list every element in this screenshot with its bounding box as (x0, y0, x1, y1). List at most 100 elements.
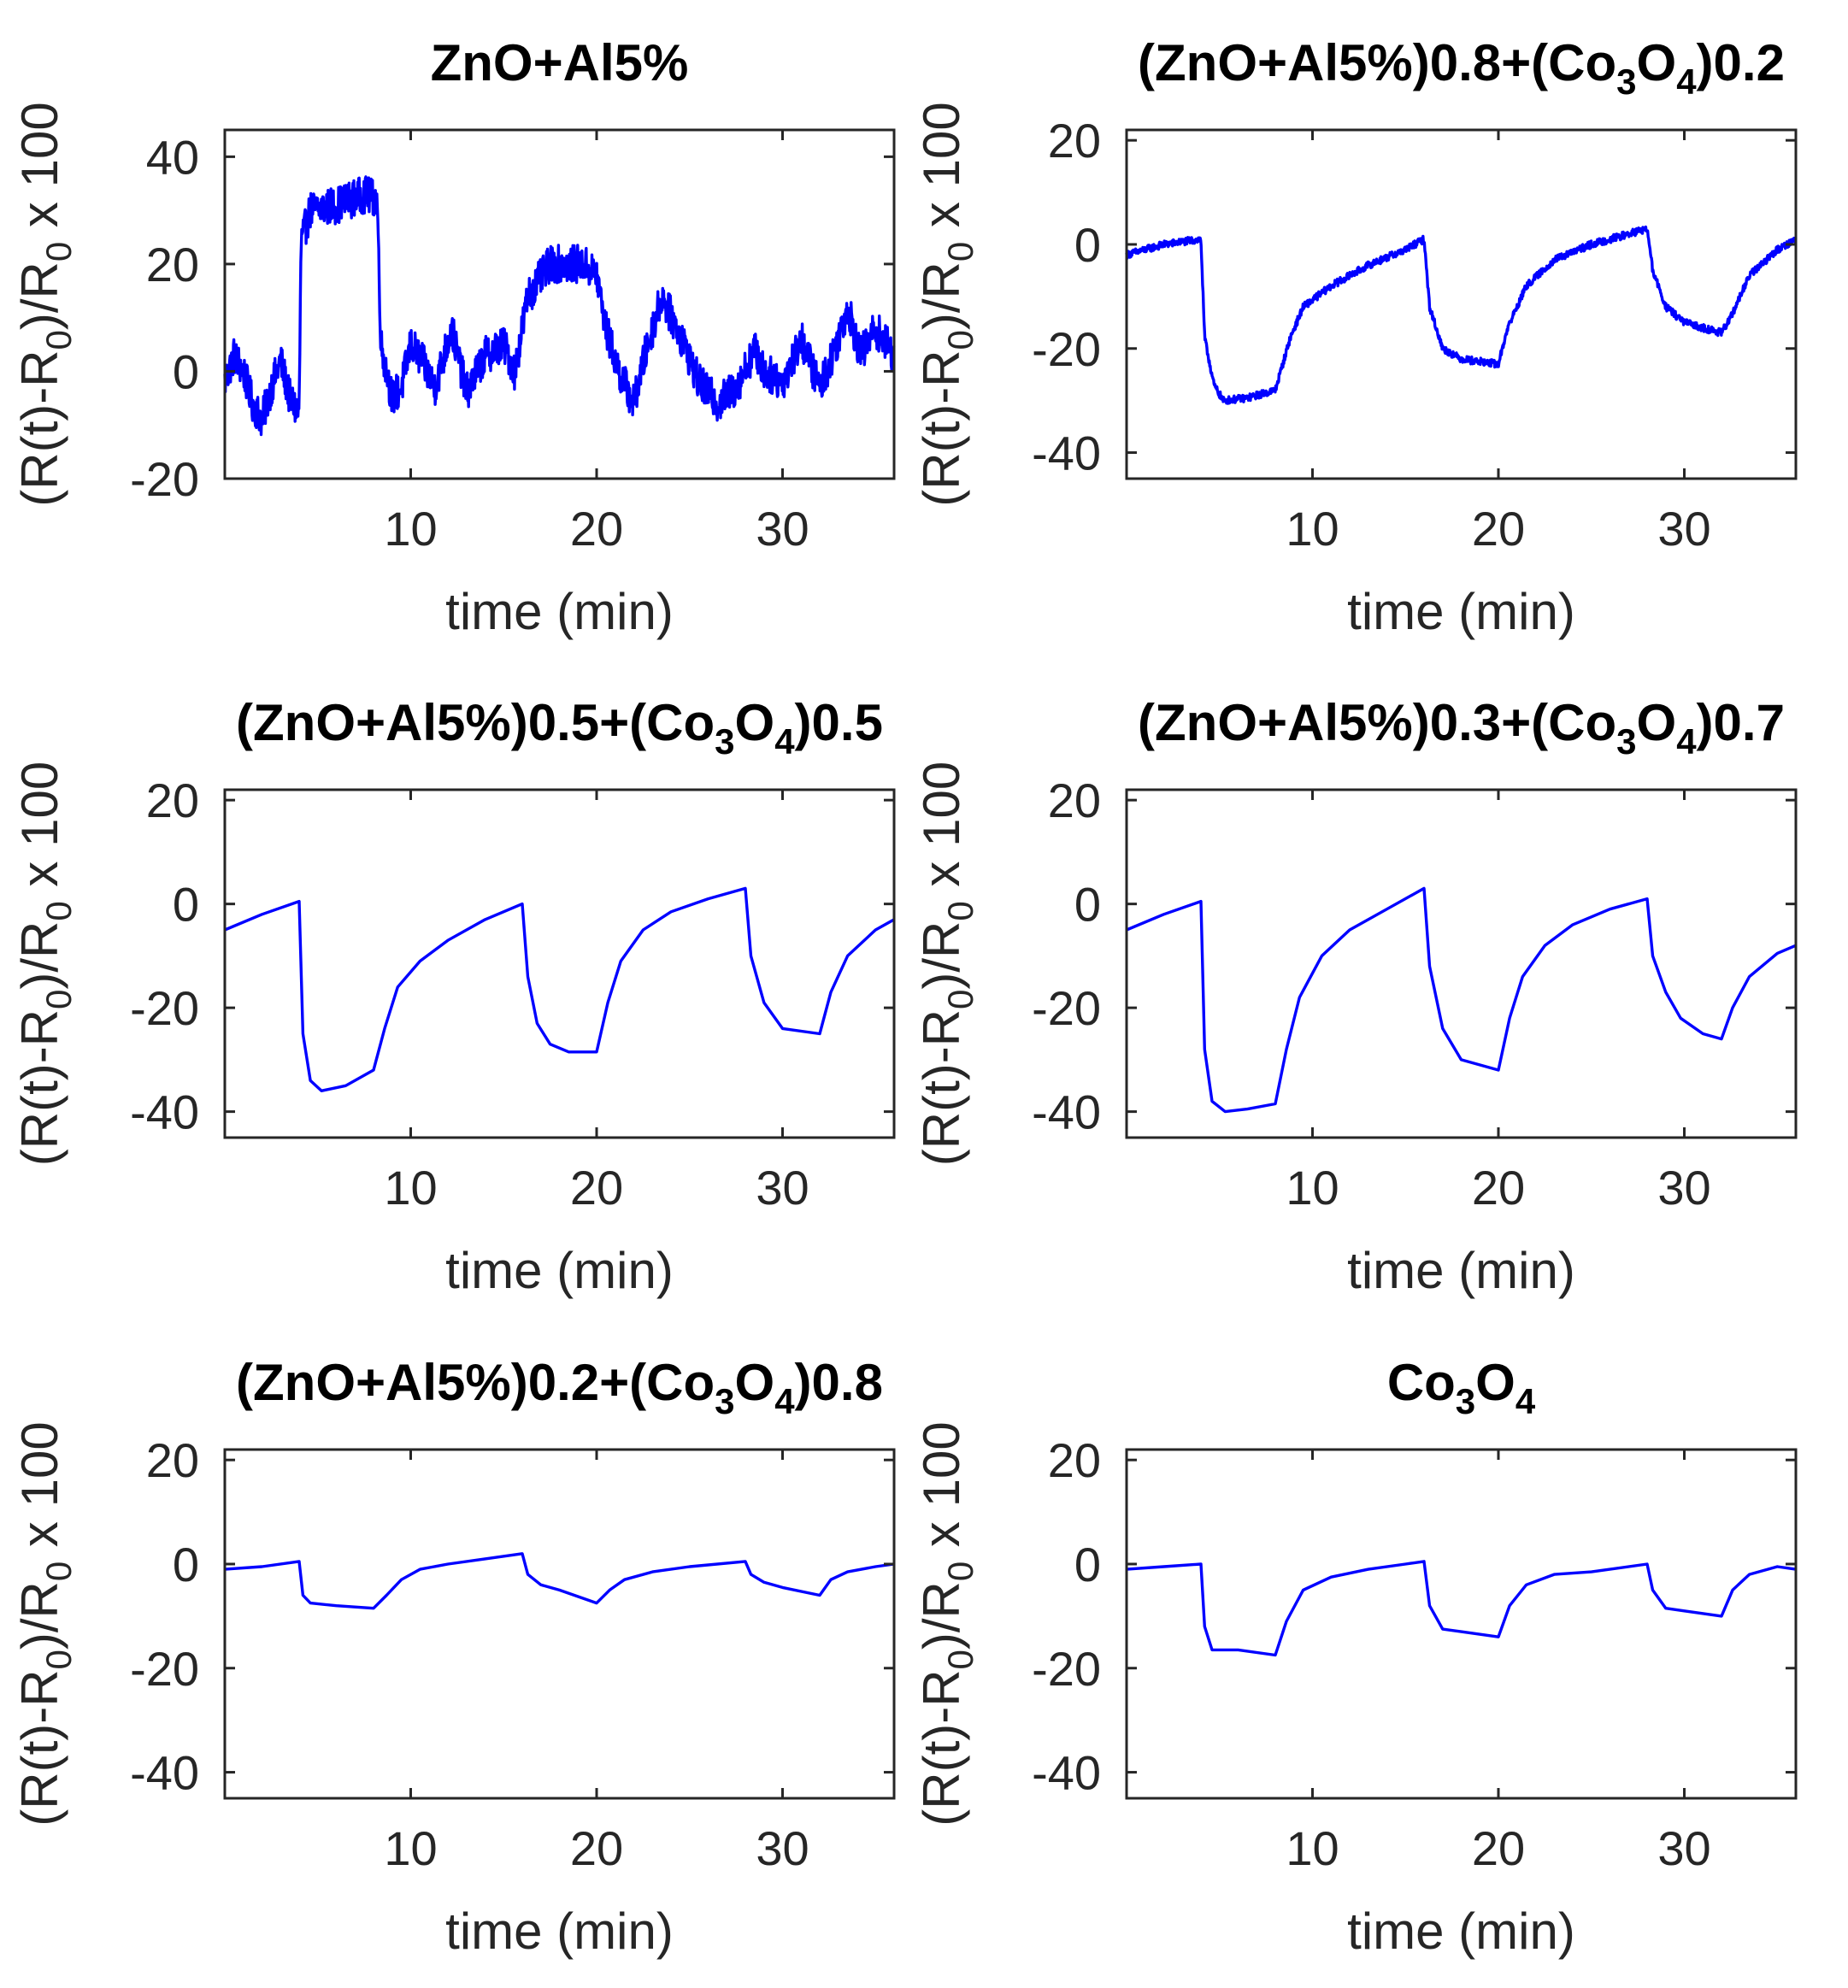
x-axis-label: time (min) (1347, 1242, 1575, 1299)
chart-title-part: O (735, 694, 775, 751)
y-tick-label: -20 (1032, 981, 1101, 1035)
chart-title-part: (ZnO+Al5%)0.2+(Co (236, 1354, 715, 1411)
y-axis-label-part: 0 (38, 242, 79, 262)
y-axis-label-part: )/R (913, 921, 970, 990)
x-tick-label: 20 (1472, 1161, 1525, 1215)
chart-title-part: 4 (1515, 1381, 1536, 1421)
y-axis-label-part: x 100 (913, 1421, 970, 1561)
axes-frame (223, 128, 896, 480)
chart-title-part: (ZnO+Al5%)0.3+(Co (1138, 694, 1616, 751)
y-axis-label-part: x 100 (913, 102, 970, 241)
chart-title-part: 4 (774, 1381, 795, 1421)
y-tick-label: 20 (146, 238, 199, 291)
y-axis-label-part: x 100 (11, 762, 68, 901)
y-tick-label: -40 (1032, 1746, 1101, 1800)
axes-frame (1125, 128, 1798, 480)
y-axis-label-part: 0 (940, 242, 980, 262)
y-axis-label-part: )/R (11, 1581, 68, 1650)
chart-title-part: 3 (1616, 721, 1636, 762)
y-axis-label: (R(t)-R0)/R0 x 100 (11, 102, 79, 506)
chart-title-part: 4 (1676, 62, 1697, 102)
x-tick-label: 20 (570, 1161, 623, 1215)
y-axis-label: (R(t)-R0)/R0 x 100 (11, 762, 79, 1166)
y-tick-label: -20 (1032, 322, 1101, 376)
y-tick-label: 0 (1074, 1538, 1101, 1591)
chart-title-part: 4 (1676, 721, 1697, 762)
chart-title-part: O (1637, 34, 1677, 91)
y-tick-label: -20 (130, 452, 199, 506)
y-axis-label-part: 0 (38, 1562, 79, 1581)
y-axis-label-part: 0 (38, 990, 79, 1009)
y-tick-label: -40 (130, 1746, 199, 1800)
x-axis-label: time (min) (445, 583, 674, 640)
chart-title-part: )0.5 (795, 694, 883, 751)
chart-title-part: 3 (715, 721, 734, 762)
y-tick-label: 20 (146, 773, 199, 827)
y-tick-label: -40 (1032, 1085, 1101, 1139)
chart-title-part: 3 (1616, 62, 1636, 102)
chart-title: (ZnO+Al5%)0.8+(Co3O4)0.2 (1138, 34, 1785, 102)
series-line (223, 175, 896, 437)
x-tick-label: 30 (1657, 1161, 1710, 1215)
chart-title-part: O (735, 1354, 775, 1411)
y-tick-label: 20 (146, 1433, 199, 1487)
x-tick-label: 20 (570, 1821, 623, 1875)
y-tick-label: 0 (173, 1538, 199, 1591)
y-axis-label-part: )/R (11, 262, 68, 330)
chart-title-part: (ZnO+Al5%)0.5+(Co (236, 694, 715, 751)
y-axis-label: (R(t)-R0)/R0 x 100 (11, 1421, 79, 1826)
y-axis-label-part: 0 (940, 1650, 980, 1669)
x-tick-label: 10 (384, 1821, 437, 1875)
y-axis-label-part: 0 (940, 330, 980, 350)
chart-title: (ZnO+Al5%)0.5+(Co3O4)0.5 (236, 694, 883, 762)
y-tick-label: 0 (173, 344, 199, 398)
chart-title: Co3O4 (1387, 1354, 1536, 1421)
chart-title: (ZnO+Al5%)0.3+(Co3O4)0.7 (1138, 694, 1785, 762)
y-tick-label: 20 (1048, 1433, 1101, 1487)
chart-title-part: Co (1387, 1354, 1456, 1411)
y-tick-label: 0 (1074, 218, 1101, 272)
chart-title-part: )0.8 (795, 1354, 883, 1411)
x-tick-label: 30 (756, 1821, 809, 1875)
y-tick-label: 0 (173, 878, 199, 932)
series-line (224, 1552, 895, 1610)
x-axis-label: time (min) (445, 1903, 674, 1960)
chart-title-part: O (1637, 694, 1677, 751)
y-tick-label: -20 (130, 1642, 199, 1696)
x-tick-label: 10 (384, 502, 437, 556)
y-tick-label: -40 (130, 1085, 199, 1139)
x-tick-label: 20 (1472, 502, 1525, 556)
y-axis-label: (R(t)-R0)/R0 x 100 (913, 102, 980, 506)
series-line (224, 886, 895, 1092)
y-axis-label-part: 0 (38, 330, 79, 350)
x-tick-label: 10 (1286, 1821, 1339, 1875)
x-tick-label: 30 (756, 1161, 809, 1215)
x-tick-label: 10 (1286, 1161, 1339, 1215)
y-tick-label: 0 (1074, 878, 1101, 932)
axes-frame (1125, 1448, 1798, 1800)
axes-frame (223, 1448, 896, 1800)
y-axis-label: (R(t)-R0)/R0 x 100 (913, 762, 980, 1166)
x-axis-label: time (min) (445, 1242, 674, 1299)
y-axis-label-part: (R(t)-R (913, 1669, 970, 1826)
chart-title-part: O (1475, 1354, 1515, 1411)
axes-frame (223, 788, 896, 1139)
series-line (1125, 225, 1798, 405)
y-axis-label-part: 0 (38, 901, 79, 920)
y-tick-label: 20 (1048, 114, 1101, 168)
y-axis-label-part: 0 (940, 1562, 980, 1581)
chart-title-part: 3 (715, 1381, 734, 1421)
chart-title: ZnO+Al5% (431, 34, 689, 91)
x-tick-label: 10 (1286, 502, 1339, 556)
x-tick-label: 20 (1472, 1821, 1525, 1875)
x-tick-label: 30 (756, 502, 809, 556)
y-axis-label-part: 0 (940, 901, 980, 920)
y-axis-label-part: (R(t)-R (11, 1669, 68, 1826)
y-axis-label-part: 0 (38, 1650, 79, 1669)
